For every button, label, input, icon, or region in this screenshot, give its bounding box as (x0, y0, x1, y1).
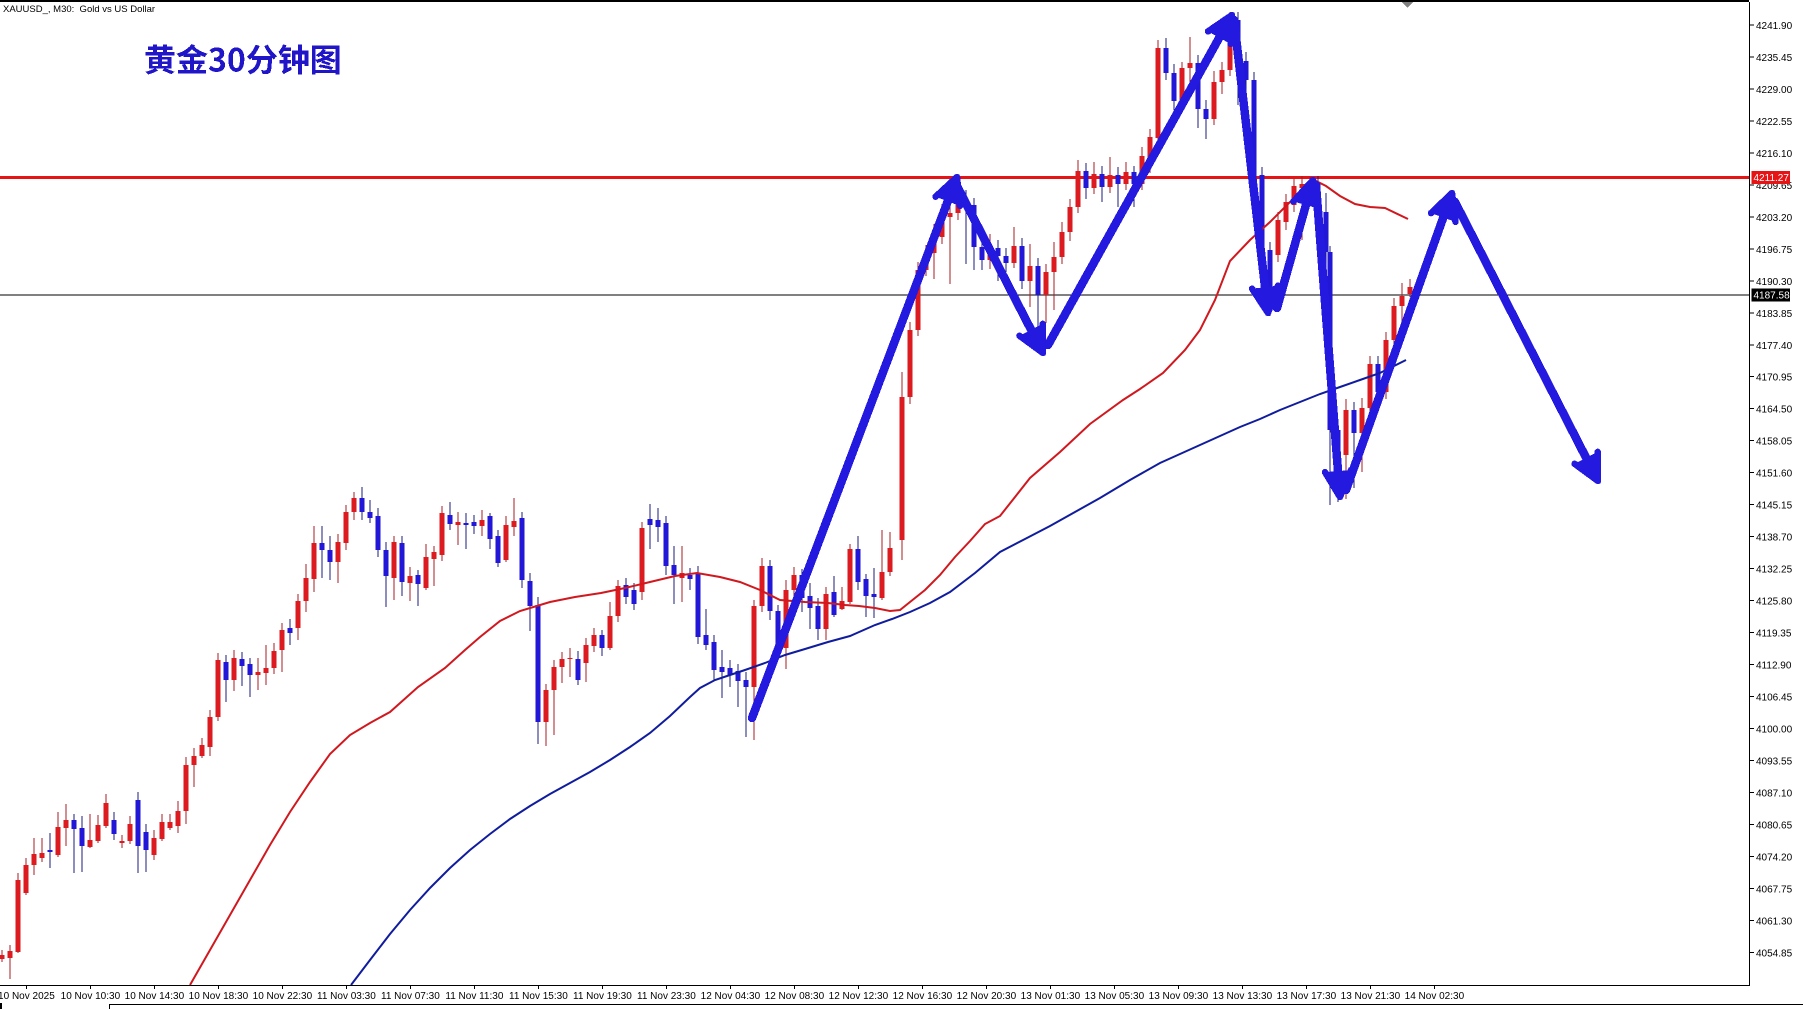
svg-text:4158.05: 4158.05 (1756, 437, 1793, 448)
svg-text:13 Nov 17:30: 13 Nov 17:30 (1277, 991, 1337, 1002)
svg-text:4209.65: 4209.65 (1756, 181, 1793, 192)
svg-text:4187.58: 4187.58 (1754, 291, 1791, 302)
svg-text:4170.95: 4170.95 (1756, 373, 1793, 384)
svg-text:11 Nov 03:30: 11 Nov 03:30 (317, 991, 376, 1002)
svg-text:4054.85: 4054.85 (1756, 948, 1793, 959)
svg-text:10 Nov 14:30: 10 Nov 14:30 (125, 991, 185, 1002)
svg-text:13 Nov 05:30: 13 Nov 05:30 (1085, 991, 1145, 1002)
svg-text:13 Nov 13:30: 13 Nov 13:30 (1213, 991, 1273, 1002)
svg-text:11 Nov 07:30: 11 Nov 07:30 (381, 991, 440, 1002)
svg-text:4211.27: 4211.27 (1754, 173, 1790, 184)
svg-text:4216.10: 4216.10 (1756, 149, 1793, 160)
svg-text:4106.45: 4106.45 (1756, 692, 1793, 703)
svg-text:11 Nov 15:30: 11 Nov 15:30 (509, 991, 568, 1002)
svg-text:4235.45: 4235.45 (1756, 53, 1793, 64)
svg-text:10 Nov 22:30: 10 Nov 22:30 (253, 991, 313, 1002)
svg-text:4074.20: 4074.20 (1756, 852, 1793, 863)
svg-text:4112.90: 4112.90 (1756, 661, 1792, 672)
svg-text:12 Nov 16:30: 12 Nov 16:30 (893, 991, 953, 1002)
svg-text:4100.00: 4100.00 (1756, 724, 1793, 735)
svg-text:4125.80: 4125.80 (1756, 597, 1793, 608)
svg-text:13 Nov 01:30: 13 Nov 01:30 (1021, 991, 1081, 1002)
svg-text:4067.75: 4067.75 (1756, 884, 1793, 895)
svg-text:12 Nov 08:30: 12 Nov 08:30 (765, 991, 825, 1002)
svg-text:11 Nov 11:30: 11 Nov 11:30 (445, 991, 503, 1002)
svg-text:12 Nov 12:30: 12 Nov 12:30 (829, 991, 889, 1002)
svg-text:4093.55: 4093.55 (1756, 756, 1793, 767)
svg-text:4229.00: 4229.00 (1756, 85, 1793, 96)
svg-text:4145.15: 4145.15 (1756, 501, 1793, 512)
svg-text:13 Nov 09:30: 13 Nov 09:30 (1149, 991, 1209, 1002)
svg-text:4138.70: 4138.70 (1756, 533, 1793, 544)
svg-text:10 Nov 10:30: 10 Nov 10:30 (61, 991, 121, 1002)
svg-text:4132.25: 4132.25 (1756, 565, 1793, 576)
svg-text:XAUUSD_, M30: Gold vs US Doll: XAUUSD_, M30: Gold vs US Dollar (3, 4, 155, 15)
svg-text:12 Nov 04:30: 12 Nov 04:30 (701, 991, 761, 1002)
svg-text:4177.40: 4177.40 (1756, 341, 1793, 352)
svg-text:4241.90: 4241.90 (1756, 21, 1793, 32)
svg-text:10 Nov 18:30: 10 Nov 18:30 (189, 991, 249, 1002)
svg-text:13 Nov 21:30: 13 Nov 21:30 (1341, 991, 1401, 1002)
svg-text:11 Nov 23:30: 11 Nov 23:30 (637, 991, 696, 1002)
svg-text:4151.60: 4151.60 (1756, 469, 1793, 480)
svg-text:4087.10: 4087.10 (1756, 788, 1793, 799)
svg-text:4203.20: 4203.20 (1756, 213, 1793, 224)
svg-text:11 Nov 19:30: 11 Nov 19:30 (573, 991, 632, 1002)
svg-text:12 Nov 20:30: 12 Nov 20:30 (957, 991, 1017, 1002)
svg-text:14 Nov 02:30: 14 Nov 02:30 (1405, 991, 1465, 1002)
svg-text:4183.85: 4183.85 (1756, 309, 1793, 320)
svg-text:4222.55: 4222.55 (1756, 117, 1793, 128)
svg-text:4164.50: 4164.50 (1756, 405, 1793, 416)
svg-text:4119.35: 4119.35 (1756, 629, 1792, 640)
svg-text:4190.30: 4190.30 (1756, 277, 1793, 288)
svg-text:10 Nov 2025: 10 Nov 2025 (0, 991, 55, 1002)
svg-text:4061.30: 4061.30 (1756, 916, 1793, 927)
svg-text:4196.75: 4196.75 (1756, 245, 1793, 256)
svg-text:4080.65: 4080.65 (1756, 820, 1793, 831)
